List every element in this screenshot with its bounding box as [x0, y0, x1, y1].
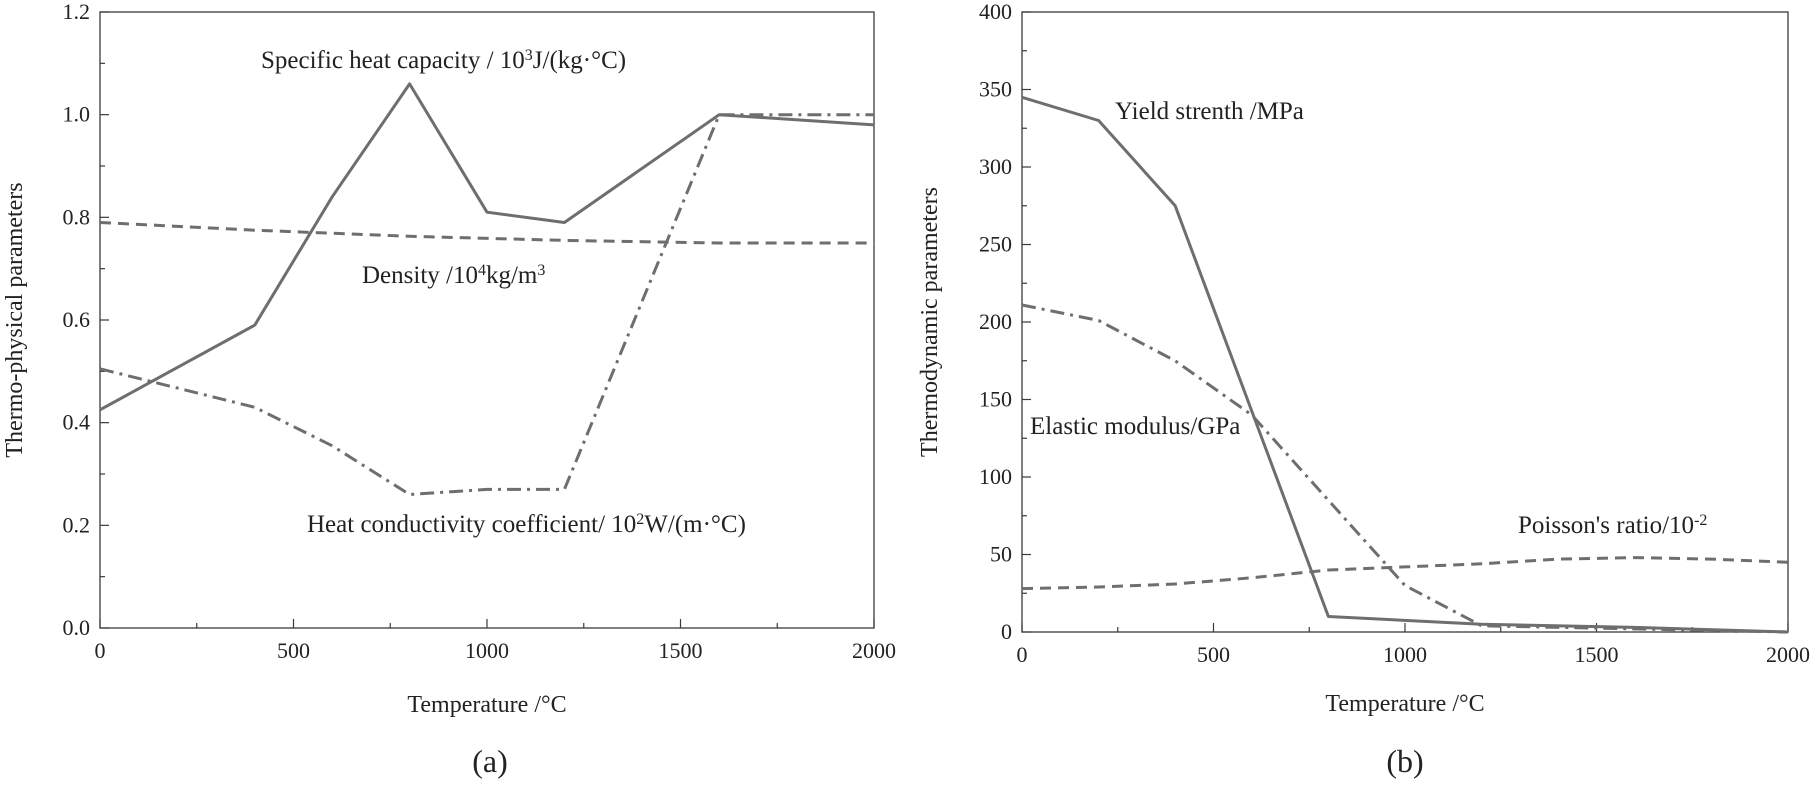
b-y-tick-label: 0 — [1001, 619, 1012, 644]
b-y-tick-label: 400 — [979, 0, 1012, 24]
panel-b-x-axis: 0 500 1000 1500 2000 — [1017, 623, 1810, 667]
panel-b-x-axis-title: Temperature /°C — [1325, 691, 1484, 717]
a-y-tick-label: 1.0 — [63, 102, 91, 127]
panel-a-y-axis: 0.0 0.2 0.4 0.6 0.8 1.0 1.2 — [63, 0, 109, 640]
a-series-heat-conductivity-coefficient-line — [99, 113, 874, 496]
a-y-tick-label: 1.2 — [63, 0, 91, 24]
panel-a-x-axis-title: Temperature /°C — [407, 692, 566, 718]
panel-b-chart: 0 50 100 150 200 250 300 350 400 0 500 1000 1500 200… — [917, 0, 1810, 779]
b-y-tick-label: 150 — [979, 387, 1012, 412]
a-x-tick-label: 0 — [95, 638, 106, 663]
panel-a-x-axis: 0 500 1000 1500 2000 — [95, 619, 896, 663]
b-series-elastic-modulus-line — [1021, 303, 1789, 634]
panel-a-specific-heat-label: Specific heat capacity / 103J/(kg·°C) — [261, 47, 626, 75]
panel-b-y-axis-title: Thermodynamic parameters — [917, 187, 943, 457]
b-x-tick-label: 1000 — [1383, 642, 1427, 667]
panel-a-density-label: Density /104kg/m3 — [362, 262, 545, 290]
panel-b-elastic-label: Elastic modulus/GPa — [1030, 413, 1240, 440]
a-series-specific-heat-capacity-line — [99, 82, 875, 412]
b-x-tick-label: 1500 — [1575, 642, 1619, 667]
a-x-tick-label: 1500 — [659, 638, 703, 663]
b-y-tick-label: 200 — [979, 309, 1012, 334]
b-x-tick-label: 0 — [1017, 642, 1028, 667]
b-x-tick-label: 500 — [1197, 642, 1230, 667]
panel-a-series-group — [99, 82, 875, 496]
panel-b-yield-label: Yield strenth /MPa — [1115, 98, 1304, 125]
b-y-tick-label: 50 — [990, 542, 1012, 567]
a-x-tick-label: 2000 — [852, 638, 896, 663]
panel-a-label: (a) — [472, 743, 508, 779]
a-y-tick-label: 0.0 — [63, 615, 91, 640]
a-y-tick-label: 0.2 — [63, 512, 91, 537]
a-x-tick-label: 1000 — [465, 638, 509, 663]
panel-a-heat-conductivity-label: Heat conductivity coefficient/ 102W/(m·°… — [307, 511, 746, 539]
b-y-tick-label: 100 — [979, 464, 1012, 489]
b-series-yield-strenth-line — [1021, 95, 1789, 634]
b-series-poisson-s-ratio-line — [1021, 556, 1789, 591]
b-y-tick-label: 300 — [979, 154, 1012, 179]
panel-a-y-axis-title: Thermo-physical parameters — [2, 182, 28, 457]
a-y-tick-label: 0.8 — [63, 204, 91, 229]
panel-b-poisson-label: Poisson's ratio/10-2 — [1518, 512, 1707, 540]
b-x-tick-label: 2000 — [1766, 642, 1810, 667]
a-y-tick-label: 0.4 — [63, 410, 91, 435]
a-y-tick-label: 0.6 — [63, 307, 91, 332]
panel-a-chart: 0.0 0.2 0.4 0.6 0.8 1.0 1.2 0 500 1000 1500 2000 S… — [2, 0, 896, 779]
panel-b-series-group — [1021, 95, 1789, 634]
a-series-density-line — [99, 221, 874, 245]
panel-b-y-axis: 0 50 100 150 200 250 300 350 400 — [979, 0, 1031, 644]
panel-b-label: (b) — [1386, 743, 1423, 779]
b-y-tick-label: 250 — [979, 232, 1012, 257]
b-y-tick-label: 350 — [979, 77, 1012, 102]
a-x-tick-label: 500 — [277, 638, 310, 663]
